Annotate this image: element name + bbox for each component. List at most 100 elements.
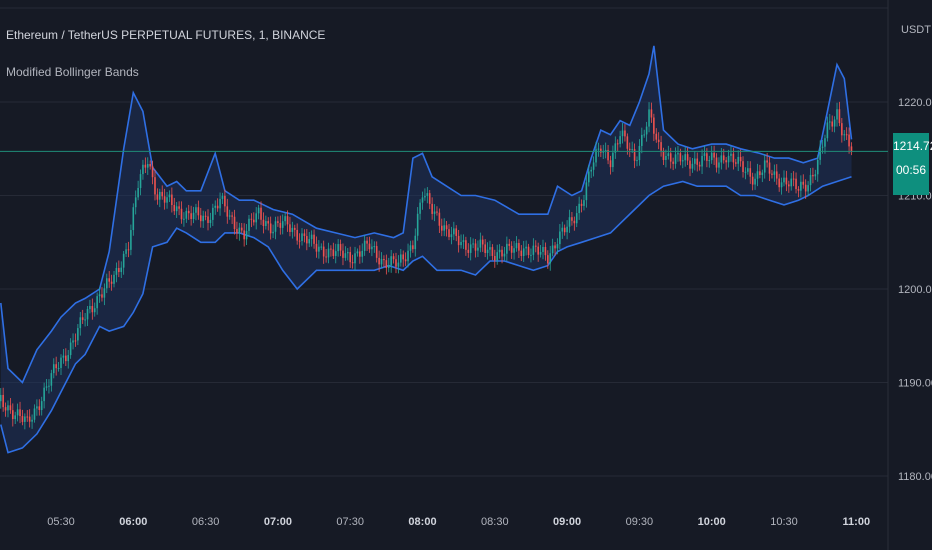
- candle-body: [334, 251, 337, 256]
- candle-body: [453, 228, 455, 235]
- candle-body: [669, 153, 672, 162]
- candle-body: [465, 240, 467, 250]
- candle-body: [291, 227, 294, 232]
- candle-body: [679, 153, 682, 162]
- candle-body: [761, 172, 764, 176]
- time-axis[interactable]: 05:30 06:00 06:30 07:00 07:30 08:00 08:30 09:00…: [47, 516, 870, 528]
- candle-body: [747, 168, 749, 172]
- candle-body: [816, 159, 819, 175]
- candle-body: [151, 166, 154, 178]
- candle-body: [163, 196, 166, 203]
- candle-body: [395, 259, 397, 267]
- candle-body: [725, 160, 727, 163]
- candle-body: [742, 161, 744, 173]
- candle-body: [657, 139, 660, 143]
- candle-body: [344, 253, 347, 258]
- candle-body: [96, 296, 98, 309]
- candle-body: [269, 223, 272, 234]
- candle-body: [204, 215, 207, 217]
- candle-body: [626, 136, 629, 149]
- candle-body: [402, 254, 405, 260]
- indicator-label[interactable]: Modified Bollinger Bands: [6, 65, 139, 79]
- candle-body: [537, 246, 539, 255]
- candle-body: [332, 249, 335, 256]
- candle-body: [356, 251, 359, 254]
- candle-body: [224, 195, 226, 207]
- x-tick-label: 10:30: [770, 516, 798, 528]
- candle-body: [715, 157, 718, 168]
- candle-body: [831, 121, 833, 127]
- candle-body: [195, 207, 197, 213]
- candle-body: [337, 244, 339, 252]
- candle-body: [260, 207, 262, 220]
- candle-body: [477, 247, 479, 251]
- candle-body: [771, 173, 773, 175]
- candle-body: [168, 194, 171, 198]
- candle-body: [28, 416, 31, 422]
- candle-body: [763, 160, 766, 173]
- candle-body: [551, 245, 554, 254]
- candle-body: [392, 256, 395, 260]
- candle-body: [443, 225, 445, 231]
- y-tick-label: 1180.00: [898, 471, 932, 483]
- candle-body: [754, 178, 756, 185]
- candle-body: [472, 243, 474, 245]
- candle-body: [612, 152, 614, 168]
- candle-body: [590, 169, 592, 172]
- candle-body: [744, 171, 747, 173]
- candle-body: [14, 415, 17, 420]
- candle-body: [672, 161, 674, 164]
- candle-body: [33, 408, 36, 420]
- candle-body: [491, 247, 494, 256]
- candle-body: [766, 160, 768, 163]
- candle-body: [833, 119, 836, 127]
- candle-body: [89, 306, 91, 310]
- candle-body: [127, 249, 130, 251]
- candle-body: [390, 256, 392, 266]
- candle-body: [159, 191, 161, 200]
- x-tick-label: 05:30: [47, 516, 75, 528]
- candle-body: [330, 248, 332, 250]
- candle-body: [585, 182, 588, 201]
- candle-body: [12, 410, 14, 420]
- candle-body: [308, 239, 311, 244]
- candle-body: [691, 163, 694, 169]
- candle-body: [272, 231, 274, 234]
- candle-body: [110, 281, 113, 284]
- candle-body: [414, 235, 417, 250]
- candle-body: [327, 248, 330, 258]
- candle-body: [187, 210, 190, 214]
- candle-body: [749, 168, 752, 177]
- candle-body: [322, 246, 325, 257]
- x-tick-label: 10:00: [698, 516, 726, 528]
- candle-body: [631, 149, 633, 151]
- candle-body: [361, 250, 364, 257]
- candle-body: [416, 213, 419, 236]
- candle-body: [751, 176, 754, 185]
- candle-body: [824, 138, 826, 147]
- candle-body: [284, 216, 286, 222]
- candle-body: [0, 394, 2, 402]
- candle-body: [474, 243, 477, 251]
- candle-body: [768, 162, 771, 174]
- candle-body: [506, 243, 508, 254]
- candle-body: [4, 407, 7, 411]
- candle-body: [368, 243, 371, 250]
- candle-body: [821, 146, 824, 148]
- candle-body: [597, 148, 600, 150]
- chart-title[interactable]: Ethereum / TetherUS PERPETUAL FUTURES, 1…: [6, 28, 326, 42]
- candle-body: [16, 409, 19, 416]
- candle-body: [219, 198, 221, 209]
- candle-body: [624, 130, 626, 137]
- candle-body: [101, 294, 103, 298]
- candle-body: [845, 134, 848, 136]
- candle-body: [48, 385, 50, 387]
- candle-body: [438, 212, 441, 226]
- candle-body: [686, 154, 689, 161]
- candle-body: [248, 218, 250, 231]
- candle-body: [681, 160, 684, 162]
- candle-body: [494, 255, 496, 261]
- candle-body: [510, 245, 513, 253]
